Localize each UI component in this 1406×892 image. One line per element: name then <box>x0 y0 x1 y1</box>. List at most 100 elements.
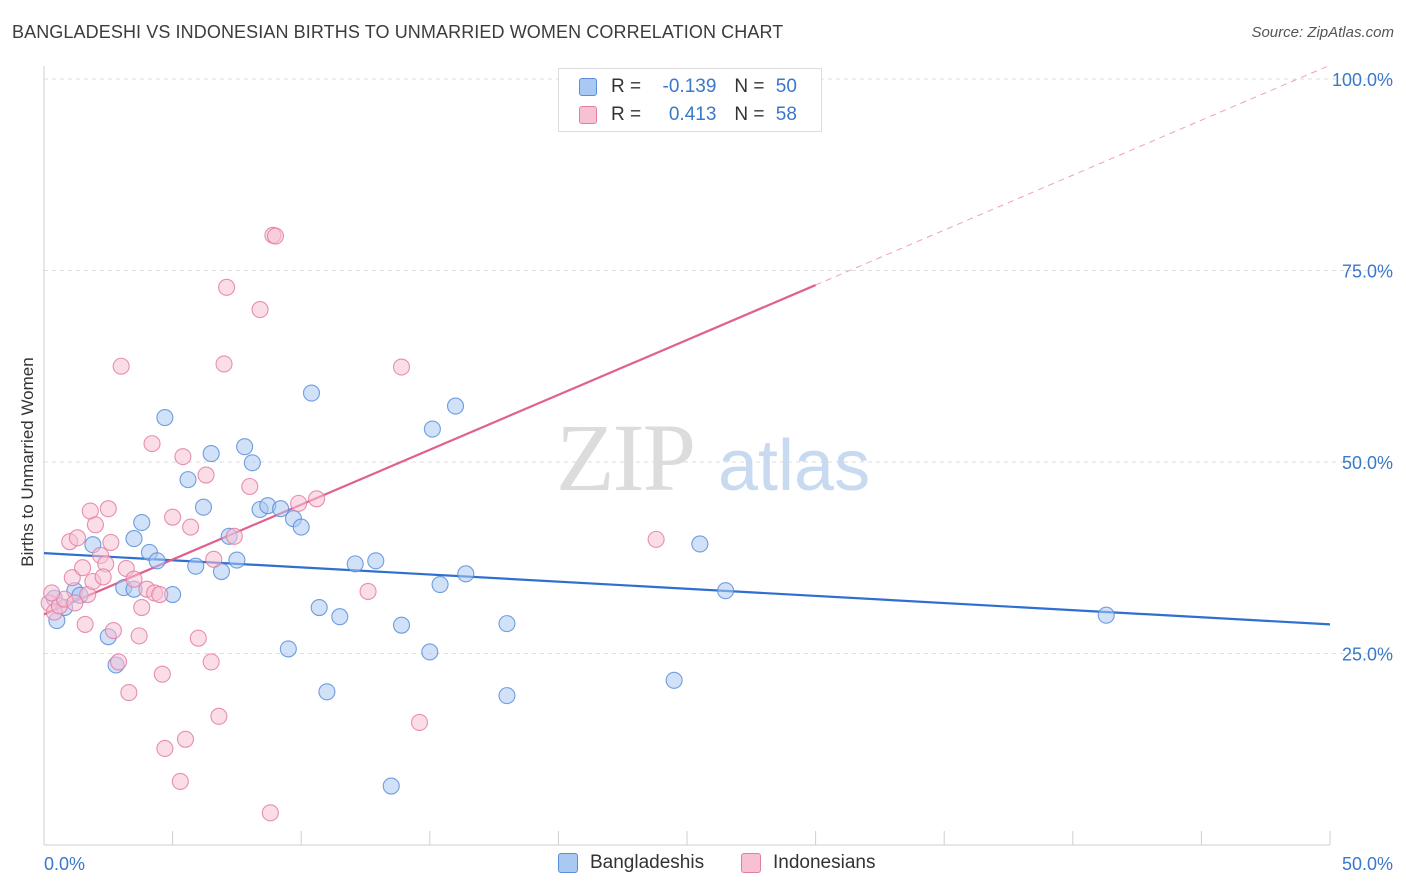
legend-row-indonesians: R = 0.413 N = 58 <box>579 103 797 127</box>
point-indonesians <box>251 301 269 319</box>
point-indonesians <box>74 559 92 577</box>
point-indonesians <box>125 570 143 588</box>
point-indonesians <box>176 730 195 748</box>
point-bangladeshis <box>691 535 709 553</box>
series-legend: Bangladeshis Indonesians <box>0 852 1406 876</box>
data-points <box>40 226 1115 822</box>
point-indonesians <box>66 594 84 612</box>
point-bangladeshis <box>367 552 385 570</box>
point-bangladeshis <box>272 500 290 518</box>
x-tick-label: 50.0% <box>1342 854 1393 874</box>
chart-title: BANGLADESHI VS INDONESIAN BIRTHS TO UNMA… <box>12 22 784 42</box>
point-indonesians <box>266 227 285 245</box>
point-indonesians <box>151 585 169 604</box>
point-indonesians <box>410 713 429 731</box>
point-indonesians <box>210 707 228 725</box>
point-bangladeshis <box>212 562 231 581</box>
legend-label-bangladeshis: Bangladeshis <box>590 852 705 873</box>
legend-row-bangladeshis: R = -0.139 N = 50 <box>579 75 797 99</box>
point-indonesians <box>182 518 200 536</box>
trend-lines <box>43 64 1331 626</box>
legend-item-bangladeshis[interactable]: Bangladeshis <box>558 852 704 874</box>
watermark-atlas: atlas <box>718 426 870 506</box>
y-axis-title: Births to Unmarried Women <box>18 357 37 567</box>
point-indonesians <box>225 527 243 545</box>
point-indonesians <box>215 355 233 373</box>
legend-swatch-indonesians <box>579 106 597 124</box>
point-indonesians <box>261 804 279 822</box>
point-bangladeshis <box>431 576 449 594</box>
n-label: N = <box>734 76 765 97</box>
point-bangladeshis <box>292 518 310 536</box>
point-bangladeshis <box>187 557 205 575</box>
y-tick-label: 50.0% <box>1342 453 1393 473</box>
point-indonesians <box>133 598 151 617</box>
source-label: Source: ZipAtlas.com <box>1251 24 1394 41</box>
point-bangladeshis <box>457 565 475 583</box>
point-bangladeshis <box>156 409 174 427</box>
point-indonesians <box>189 629 207 647</box>
point-bangladeshis <box>236 438 254 456</box>
point-indonesians <box>153 665 171 683</box>
point-indonesians <box>43 584 61 602</box>
point-bangladeshis <box>148 552 166 570</box>
point-indonesians <box>241 477 259 496</box>
x-tick-label: 0.0% <box>44 854 85 874</box>
point-indonesians <box>647 530 665 548</box>
point-indonesians <box>94 568 112 586</box>
point-indonesians <box>102 533 120 551</box>
axes <box>43 66 1331 846</box>
point-bangladeshis <box>133 513 151 532</box>
point-indonesians <box>171 772 189 790</box>
legend-swatch-bangladeshis <box>579 78 597 96</box>
point-indonesians <box>143 435 161 453</box>
point-bangladeshis <box>421 643 439 661</box>
point-indonesians <box>104 621 122 640</box>
point-bangladeshis <box>310 598 328 617</box>
point-bangladeshis <box>279 640 297 658</box>
point-bangladeshis <box>302 384 321 402</box>
point-indonesians <box>76 615 94 633</box>
point-bangladeshis <box>1097 606 1115 624</box>
r-value: -0.139 <box>662 76 717 97</box>
r-label: R = <box>611 76 642 97</box>
trend-extension-indonesians <box>815 64 1331 286</box>
point-bangladeshis <box>346 555 364 573</box>
grid-lines <box>44 78 1394 654</box>
point-bangladeshis <box>498 615 516 633</box>
r-value: 0.413 <box>668 104 717 125</box>
point-indonesians <box>290 494 308 512</box>
point-bangladeshis <box>228 551 246 569</box>
point-indonesians <box>130 627 148 645</box>
point-indonesians <box>392 358 411 376</box>
point-bangladeshis <box>665 671 683 689</box>
point-indonesians <box>110 653 128 671</box>
point-indonesians <box>308 490 326 508</box>
point-indonesians <box>174 448 192 466</box>
point-indonesians <box>205 550 223 568</box>
legend-item-indonesians[interactable]: Indonesians <box>741 852 875 874</box>
point-indonesians <box>86 516 104 534</box>
point-bangladeshis <box>194 498 213 516</box>
point-bangladeshis <box>125 530 143 548</box>
n-value: 58 <box>775 104 797 125</box>
point-bangladeshis <box>202 445 220 463</box>
point-bangladeshis <box>392 616 411 634</box>
point-bangladeshis <box>179 471 197 489</box>
point-indonesians <box>156 739 174 758</box>
point-indonesians <box>197 466 215 484</box>
point-indonesians <box>218 278 236 296</box>
tick-labels: 25.0% 50.0% 75.0% 100.0% 0.0% 50.0% <box>44 70 1393 874</box>
point-indonesians <box>359 582 377 601</box>
y-tick-label: 100.0% <box>1332 70 1393 90</box>
n-label: N = <box>734 104 765 125</box>
point-indonesians <box>120 684 138 702</box>
legend-swatch-indonesians <box>741 853 761 873</box>
point-bangladeshis <box>423 420 441 438</box>
watermark-zip: ZIP <box>556 404 694 511</box>
point-bangladeshis <box>498 687 516 705</box>
y-tick-label: 75.0% <box>1342 262 1393 282</box>
point-indonesians <box>112 357 130 375</box>
y-tick-label: 25.0% <box>1342 645 1393 665</box>
